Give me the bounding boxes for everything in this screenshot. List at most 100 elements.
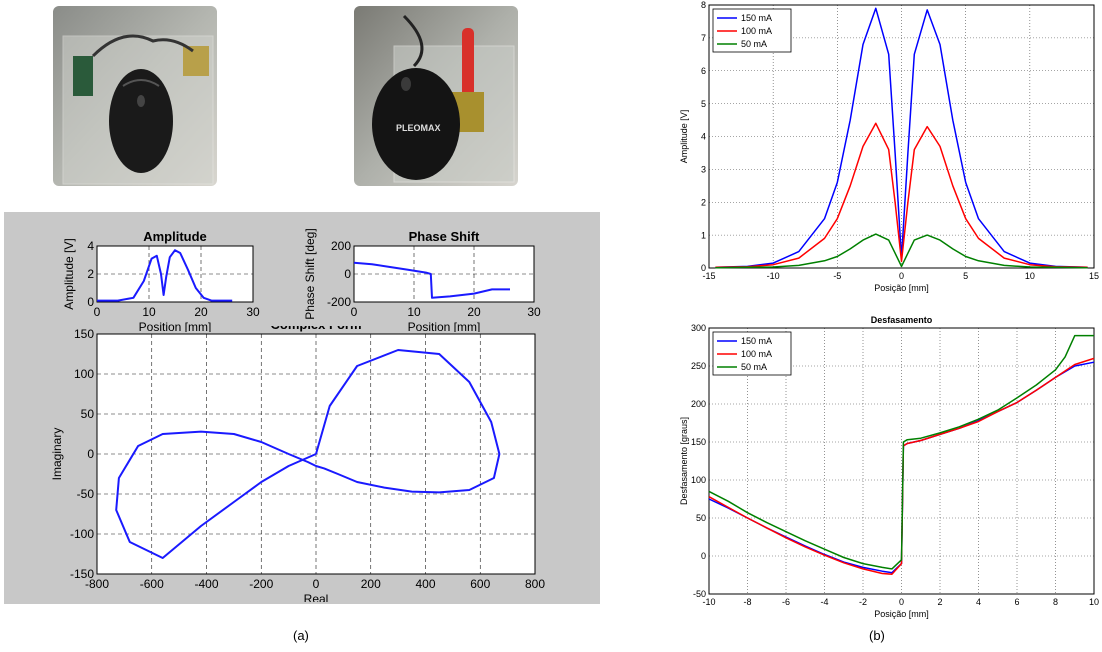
x-axis-label: Position [mm] [139,320,212,332]
x-tick-label: -10 [767,271,780,281]
y-tick-label: 150 [691,437,706,447]
x-tick-label: 5 [963,271,968,281]
y-axis-label: Amplitude [V] [62,238,76,309]
y-tick-label: 200 [691,399,706,409]
x-tick-label: 800 [525,577,545,591]
x-tick-label: 10 [1025,271,1035,281]
y-tick-label: 4 [87,239,94,253]
y-tick-label: 50 [696,513,706,523]
y-tick-label: 100 [691,475,706,485]
x-tick-label: 30 [246,305,260,319]
y-tick-label: 50 [81,407,95,421]
x-axis-label: Real [304,592,329,602]
x-tick-label: 0 [351,305,358,319]
y-tick-label: 5 [701,99,706,109]
x-tick-label: -15 [702,271,715,281]
y-tick-label: 0 [87,295,94,309]
x-tick-label: 8 [1053,597,1058,607]
y-axis-label: Phase Shift [deg] [303,228,317,319]
y-tick-label: 7 [701,33,706,43]
y-tick-label: -100 [70,527,94,541]
x-axis-label: Posição [mm] [874,283,929,293]
x-tick-label: 200 [361,577,381,591]
x-tick-label: -4 [820,597,828,607]
photo-mouse-right: PLEOMAX [354,6,518,186]
chart-title: Phase Shift [409,229,480,244]
x-tick-label: 6 [1014,597,1019,607]
chart-title: Complex Form [270,326,361,332]
series-line-2 [715,233,1088,269]
y-tick-label: 2 [701,197,706,207]
y-tick-label: 0 [701,551,706,561]
x-tick-label: -400 [194,577,218,591]
y-tick-label: 3 [701,165,706,175]
x-tick-label: -2 [859,597,867,607]
legend-entry: 50 mA [741,39,767,49]
y-axis-label: Amplitude [V] [679,110,689,164]
x-tick-label: -6 [782,597,790,607]
y-tick-label: 0 [344,267,351,281]
chart-title: Desfasamento [871,315,933,325]
legend-entry: 50 mA [741,362,767,372]
chart-a-amplitude: 0 10 20 30 0 2 4 Amplitude Position [mm] Amplitud… [62,229,260,332]
x-tick-label: -5 [833,271,841,281]
y-tick-label: 0 [701,263,706,273]
y-tick-label: 300 [691,323,706,333]
x-tick-label: 0 [313,577,320,591]
y-tick-label: 6 [701,66,706,76]
x-tick-label: 400 [415,577,435,591]
x-tick-label: -10 [702,597,715,607]
y-tick-label: 1 [701,230,706,240]
chart-b-amplitude: -15 -10 -5 0 5 10 15 0 1 2 3 4 5 6 7 8 Posição [mm] Ampli… [679,0,1099,293]
series-line-1 [715,122,1088,269]
x-tick-label: -200 [249,577,273,591]
x-tick-label: 0 [94,305,101,319]
y-tick-label: -150 [70,567,94,581]
y-tick-label: 200 [331,239,351,253]
legend-entry: 100 mA [741,26,772,36]
y-tick-label: 8 [701,0,706,10]
chart-a-complex: -800 -600 -400 -200 0 200 400 600 800 -150 -100 -50… [50,326,545,602]
caption-b: (b) [869,628,885,643]
x-tick-label: 0 [899,271,904,281]
legend-entry: 150 mA [741,336,772,346]
x-tick-label: 20 [194,305,208,319]
y-axis-label: Desfasamento [graus] [679,417,689,505]
x-tick-label: 2 [937,597,942,607]
series-line-0 [353,261,510,299]
caption-a: (a) [293,628,309,643]
series-line-2 [708,334,1094,570]
y-tick-label: 4 [701,132,706,142]
y-tick-label: -200 [327,295,351,309]
y-tick-label: 150 [74,327,94,341]
x-axis-label: Position [mm] [408,320,481,332]
photo-mouse-left [53,6,217,186]
series-line-0 [115,349,501,559]
x-tick-label: 10 [142,305,156,319]
x-tick-label: 0 [899,597,904,607]
series-line-0 [97,249,233,302]
y-tick-label: 0 [87,447,94,461]
y-tick-label: 100 [74,367,94,381]
x-axis-label: Posição [mm] [874,609,929,619]
x-tick-label: -800 [85,577,109,591]
x-tick-label: 10 [1089,597,1099,607]
legend-entry: 150 mA [741,13,772,23]
x-tick-label: 30 [527,305,541,319]
photo-brand-label: PLEOMAX [396,123,441,133]
plot-area [353,245,535,303]
x-tick-label: -600 [140,577,164,591]
y-tick-label: -50 [77,487,95,501]
y-axis-label: Imaginary [50,428,64,481]
x-tick-label: 600 [470,577,490,591]
x-tick-label: 20 [467,305,481,319]
y-tick-label: 2 [87,267,94,281]
x-tick-label: -8 [743,597,751,607]
x-tick-label: 10 [407,305,421,319]
y-tick-label: 250 [691,361,706,371]
chart-title: Amplitude [143,229,207,244]
chart-b-phase: -10 -8 -6 -4 -2 0 2 4 6 8 10 -50 0 50 100 150 200 250 300 D… [679,315,1099,619]
legend-entry: 100 mA [741,349,772,359]
x-tick-label: 15 [1089,271,1099,281]
